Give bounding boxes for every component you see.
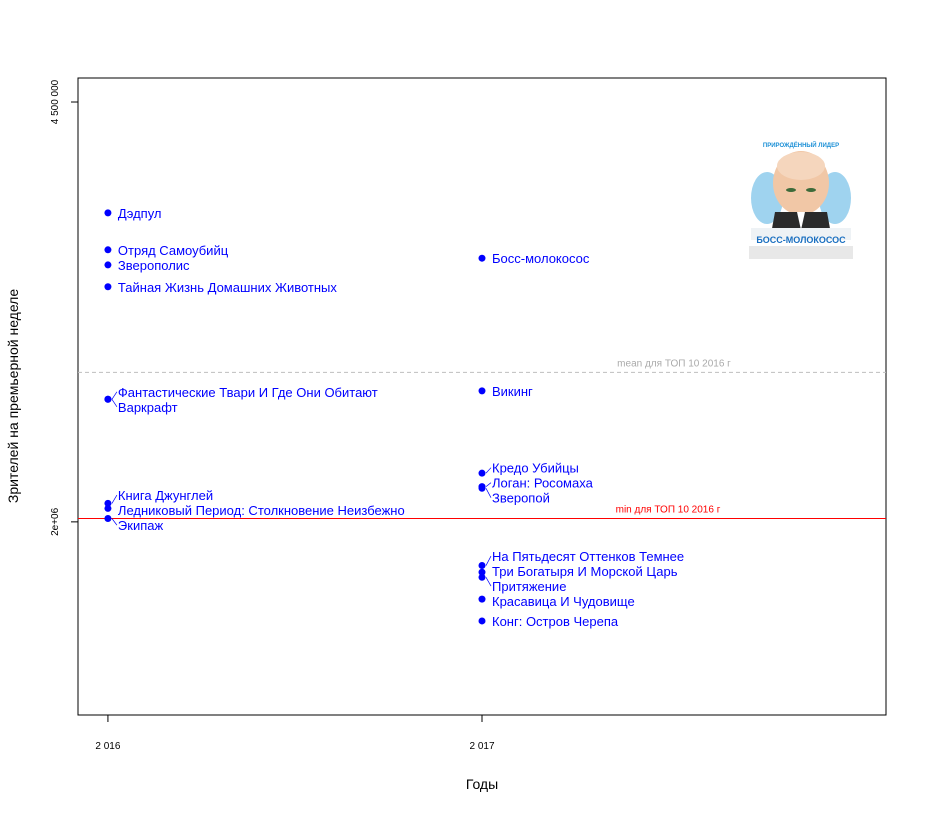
point-label: Босс-молокосос bbox=[492, 251, 590, 266]
mean-reference-label: mean для ТОП 10 2016 г bbox=[617, 358, 731, 369]
label-leader-line bbox=[111, 391, 118, 400]
data-point bbox=[478, 387, 486, 395]
point-label: Конг: Остров Черепа bbox=[492, 614, 619, 629]
x-tick-label: 2 017 bbox=[469, 741, 494, 752]
x-tick-label: 2 016 bbox=[95, 741, 120, 752]
data-point bbox=[478, 254, 486, 262]
data-point bbox=[478, 469, 486, 477]
label-leader-line bbox=[485, 488, 492, 498]
data-point bbox=[478, 595, 486, 603]
y-axis-label: Зрителей на премьерной неделе bbox=[5, 289, 21, 503]
y-tick-label: 4 500 000 bbox=[50, 79, 61, 124]
poster-title: БОСС-МОЛОКОСОС bbox=[756, 235, 846, 245]
point-label: Отряд Самоубийц bbox=[118, 243, 229, 258]
poster-tagline: ПРИРОЖДЁННЫЙ ЛИДЕР bbox=[763, 141, 839, 149]
data-point bbox=[478, 617, 486, 625]
data-point bbox=[104, 261, 112, 269]
point-label: Викинг bbox=[492, 384, 533, 399]
label-leader-line bbox=[485, 577, 492, 587]
point-label: Дэдпул bbox=[118, 206, 162, 221]
data-point bbox=[478, 562, 486, 570]
point-label: Фантастические Твари И Где Они Обитают bbox=[118, 385, 378, 400]
movie-poster: ПРИРОЖДЁННЫЙ ЛИДЕР БОСС-МОЛОКОСОС bbox=[745, 138, 857, 259]
label-leader-line bbox=[111, 494, 118, 504]
x-axis-label: Годы bbox=[466, 776, 498, 792]
label-leader-line bbox=[485, 467, 492, 474]
point-label: На Пятьдесят Оттенков Темнее bbox=[492, 549, 684, 564]
point-label: Зверополис bbox=[118, 258, 190, 273]
data-point bbox=[104, 515, 112, 523]
point-label: Тайная Жизнь Домашних Животных bbox=[118, 280, 337, 295]
data-point bbox=[104, 209, 112, 217]
point-label: Экипаж bbox=[118, 518, 164, 533]
min-reference-label: min для ТОП 10 2016 г bbox=[616, 505, 721, 516]
data-point bbox=[478, 568, 486, 576]
point-label: Красавица И Чудовище bbox=[492, 594, 635, 609]
label-leader-line bbox=[111, 399, 118, 407]
data-point bbox=[478, 573, 486, 581]
y-tick-label: 2e+06 bbox=[50, 507, 61, 536]
data-point bbox=[104, 499, 112, 507]
point-label: Три Богатыря И Морской Царь bbox=[492, 564, 678, 579]
point-label: Варкрафт bbox=[118, 400, 178, 415]
point-label: Притяжение bbox=[492, 579, 566, 594]
label-leader-line bbox=[485, 482, 492, 487]
data-point bbox=[478, 484, 486, 492]
label-leader-line bbox=[111, 518, 118, 526]
data-point bbox=[104, 395, 112, 403]
point-label: Ледниковый Период: Столкновение Неизбежн… bbox=[118, 503, 405, 518]
data-point bbox=[104, 283, 112, 291]
point-label: Кредо Убийцы bbox=[492, 461, 579, 476]
point-label: Логан: Росомаха bbox=[492, 476, 594, 491]
point-label: Зверопой bbox=[492, 491, 550, 506]
point-label: Книга Джунглей bbox=[118, 488, 213, 503]
data-point bbox=[104, 246, 112, 254]
data-point bbox=[104, 504, 112, 512]
label-leader-line bbox=[485, 555, 492, 566]
